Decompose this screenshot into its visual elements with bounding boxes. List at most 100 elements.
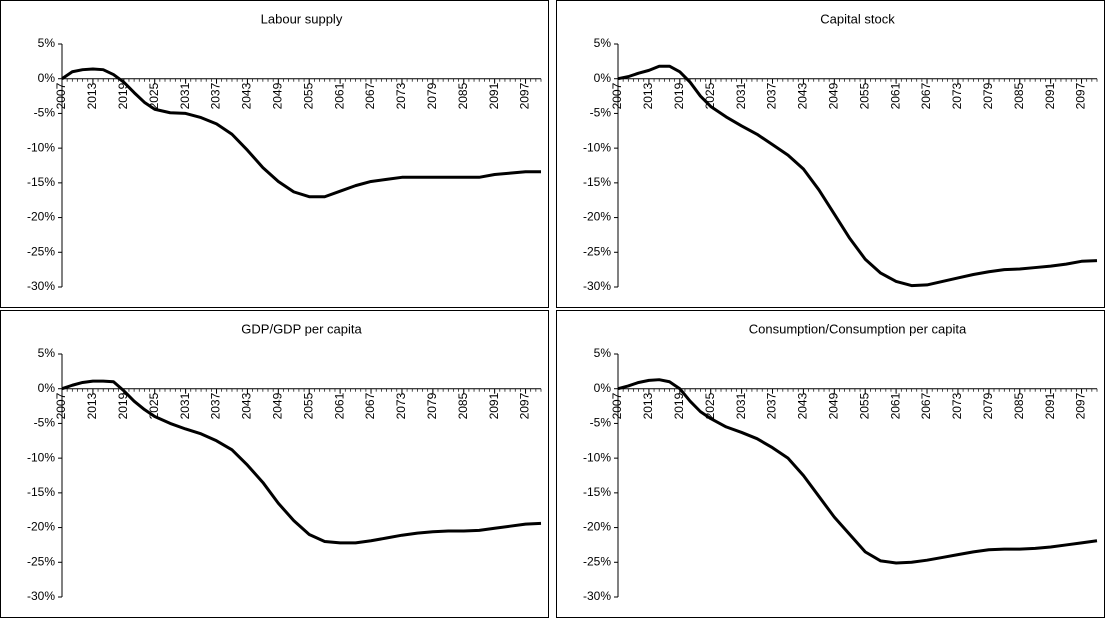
x-tick-label: 2085 [1012,82,1026,109]
y-tick-label: -5% [590,416,612,430]
x-tick-label: 2049 [826,82,840,109]
data-line [617,64,1098,288]
y-tick-label: -20% [583,210,611,224]
x-tick-label: 2097 [1074,82,1088,109]
x-tick-label: 2061 [332,392,346,419]
x-tick-label: 2073 [394,82,408,109]
y-tick-label: -15% [583,485,611,499]
x-tick-label: 2007 [610,392,624,419]
y-tick-label: -10% [583,450,611,464]
x-tick-label: 2025 [147,82,161,109]
x-tick-label: 2073 [950,82,964,109]
x-tick-label: 2073 [950,392,964,419]
x-tick-label: 2091 [487,82,501,109]
y-tick-label: -25% [583,554,611,568]
x-tick-label: 2085 [456,82,470,109]
x-tick-label: 2019 [672,82,686,109]
x-tick-label: 2049 [270,392,284,419]
x-tick-label: 2019 [116,82,130,109]
y-tick-label: -25% [27,244,55,258]
x-tick-label: 2043 [796,82,810,109]
x-tick-label: 2097 [518,392,532,419]
x-tick-label: 2055 [301,392,315,419]
y-tick-label: 5% [594,36,612,50]
x-tick-label: 2049 [826,392,840,419]
x-tick-label: 2067 [363,82,377,109]
x-tick-label: 2061 [888,392,902,419]
y-tick-label: -5% [590,106,612,120]
panel-border [0,0,549,308]
x-tick-label: 2031 [178,82,192,109]
x-tick-label: 2055 [301,82,315,109]
y-tick-label: -25% [27,554,55,568]
x-tick-label: 2031 [734,82,748,109]
x-tick-label: 2037 [209,82,223,109]
data-line [617,378,1098,565]
y-tick-label: -20% [583,520,611,534]
x-tick-label: 2073 [394,392,408,419]
x-tick-label: 2067 [919,82,933,109]
x-tick-label: 2049 [270,82,284,109]
x-tick-label: 2013 [85,82,99,109]
x-tick-label: 2043 [796,392,810,419]
data-line [61,67,541,199]
x-tick-label: 2037 [765,392,779,419]
x-tick-label: 2013 [641,392,655,419]
x-tick-label: 2007 [54,82,68,109]
x-tick-label: 2085 [456,392,470,419]
y-tick-label: -15% [27,485,55,499]
x-tick-label: 2079 [981,392,995,419]
x-tick-label: 2019 [672,392,686,419]
panel-border [556,0,1105,308]
y-tick-label: -10% [583,140,611,154]
y-tick-label: -15% [27,175,55,189]
x-tick-label: 2067 [919,392,933,419]
chart-title: Capital stock [820,11,895,26]
data-line [61,379,542,545]
y-tick-label: 0% [594,71,612,85]
x-tick-label: 2007 [610,82,624,109]
x-tick-label: 2031 [178,392,192,419]
x-tick-label: 2091 [487,392,501,419]
x-tick-label: 2079 [425,82,439,109]
panel-border [556,310,1105,618]
x-tick-label: 2085 [1012,392,1026,419]
x-tick-label: 2037 [765,82,779,109]
x-tick-label: 2091 [1043,392,1057,419]
x-tick-label: 2097 [518,82,532,109]
y-tick-label: -5% [34,106,56,120]
y-tick-label: 5% [38,346,56,360]
panel-border [0,310,549,618]
y-tick-label: -20% [27,210,55,224]
x-tick-label: 2019 [116,392,130,419]
y-tick-label: -15% [583,175,611,189]
x-tick-label: 2079 [981,82,995,109]
y-tick-label: -5% [34,416,56,430]
y-tick-label: -30% [27,589,55,603]
y-tick-label: -10% [27,140,55,154]
y-tick-label: -25% [583,244,611,258]
y-tick-label: -10% [27,450,55,464]
x-tick-label: 2043 [240,392,254,419]
y-tick-label: -30% [27,279,55,293]
y-tick-label: -30% [583,589,611,603]
x-tick-label: 2013 [641,82,655,109]
x-tick-label: 2055 [857,82,871,109]
x-tick-label: 2025 [703,392,717,419]
chart-title: Labour supply [261,11,343,26]
y-tick-label: 0% [38,71,56,85]
x-tick-label: 2091 [1043,82,1057,109]
x-tick-label: 2097 [1074,392,1088,419]
y-tick-label: 5% [38,36,56,50]
chart-title: GDP/GDP per capita [241,321,362,336]
y-tick-label: 0% [594,381,612,395]
x-tick-label: 2031 [734,392,748,419]
chart-title: Consumption/Consumption per capita [749,321,967,336]
x-tick-label: 2067 [363,392,377,419]
x-tick-label: 2061 [888,82,902,109]
y-tick-label: -20% [27,520,55,534]
y-tick-label: -30% [583,279,611,293]
y-tick-label: 5% [594,346,612,360]
